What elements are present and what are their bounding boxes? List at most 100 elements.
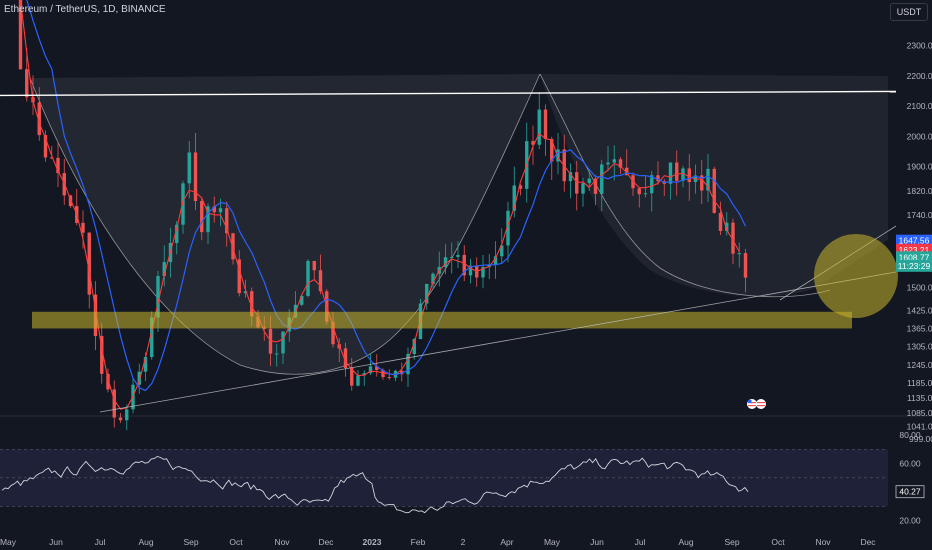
candle-body <box>356 375 360 386</box>
candle-body <box>281 331 285 354</box>
candle-body <box>350 367 354 386</box>
candle-body <box>225 208 229 234</box>
target-circle <box>814 234 898 318</box>
rsi-panel <box>0 449 888 514</box>
candle-body <box>156 276 160 318</box>
candle-body <box>106 373 110 390</box>
candle-body <box>731 222 735 254</box>
us-flag-icon-stripe <box>748 402 756 404</box>
candle-body <box>537 109 541 145</box>
ma-fast-line <box>19 0 740 410</box>
candle-body <box>243 291 248 294</box>
time-tick-label: May <box>0 537 17 547</box>
candle-body <box>37 102 41 136</box>
candle-body <box>125 409 129 421</box>
candle-body <box>200 200 204 233</box>
candle-body <box>593 178 598 194</box>
candle-body <box>312 260 316 271</box>
time-tick-label: Apr <box>500 537 513 547</box>
time-tick-label: Jun <box>49 537 63 547</box>
candle-body <box>143 357 148 372</box>
price-tick-label: 1500.00 <box>907 283 932 293</box>
rsi-tick-label: 80.00 <box>899 430 921 440</box>
candle-body <box>650 175 654 194</box>
chart-drawings-overlay <box>0 90 898 413</box>
candle-body <box>687 168 691 183</box>
us-flag-icon <box>756 399 766 409</box>
cup-region-right <box>22 74 888 297</box>
candle-body <box>675 162 679 181</box>
candle-body <box>56 157 60 174</box>
candle-body <box>606 162 610 165</box>
rsi-tick-label: 20.00 <box>899 516 921 526</box>
rsi-tick-label: 60.00 <box>899 459 921 469</box>
time-tick-label: 2 <box>461 537 466 547</box>
candle-body <box>550 139 554 162</box>
price-tick-label: 1820.00 <box>907 186 932 196</box>
rsi-value-label: 40.27 <box>899 487 921 497</box>
time-tick-label: Dec <box>860 537 876 547</box>
candle-body <box>112 389 116 418</box>
candle-body <box>162 262 166 277</box>
candle-body <box>387 377 391 379</box>
event-flags[interactable] <box>747 399 766 409</box>
candle-body <box>118 417 123 421</box>
support-zone <box>32 311 852 329</box>
candle-body <box>181 183 185 225</box>
price-tick-label: 999.00 <box>909 434 932 444</box>
candle-body <box>25 69 29 98</box>
candle-body <box>218 208 223 213</box>
candle-body <box>250 291 254 317</box>
price-tick-label: 2100.00 <box>907 101 932 111</box>
time-axis[interactable]: May Jun Jul Aug Sep Oct Nov Dec 2023 Feb 2 Apr May Ju… <box>0 537 876 547</box>
moving-averages <box>19 0 747 410</box>
time-tick-label: Jul <box>635 537 646 547</box>
price-tick-label: 2200.00 <box>907 71 932 81</box>
ma-slow-line <box>26 0 747 392</box>
candle-body <box>137 371 141 385</box>
price-tag <box>896 259 932 272</box>
time-tick-label: Nov <box>274 537 290 547</box>
price-tick-label: 2300.00 <box>907 41 932 51</box>
price-tick-label: 1245.00 <box>907 360 932 370</box>
symbol-title[interactable]: Ethereum / TetherUS, 1D, BINANCE <box>4 4 166 15</box>
candle-body <box>456 254 460 257</box>
candlestick-series <box>18 0 748 431</box>
candle-body <box>450 256 454 258</box>
rsi-line <box>1 456 749 514</box>
candle-body <box>581 183 585 194</box>
time-tick-label: Oct <box>771 537 785 547</box>
time-tick-label: Nov <box>815 537 831 547</box>
cup-curve-left <box>29 73 541 375</box>
candle-body <box>318 270 323 292</box>
rsi-value-tag <box>895 485 925 499</box>
price-tick-label: 1085.00 <box>907 408 932 418</box>
candle-body <box>625 167 629 176</box>
candle-body <box>518 185 523 189</box>
cup-region-left <box>30 74 540 375</box>
us-flag-icon-canton <box>748 400 752 403</box>
candle-body <box>712 168 716 213</box>
candle-body <box>543 109 548 140</box>
price-axis[interactable]: 2300.00 2200.00 2100.00 2000.00 1900.00 1820.… <box>907 41 932 445</box>
price-tick-label: 1305.00 <box>907 342 932 352</box>
candle-body <box>50 157 54 159</box>
candle-body <box>725 222 729 231</box>
candle-body <box>381 369 385 378</box>
candle-body <box>193 152 198 201</box>
candle-body <box>568 172 573 182</box>
candle-body <box>412 339 416 355</box>
candle-body <box>237 259 241 294</box>
candle-body <box>206 206 210 233</box>
candle-body <box>612 159 616 163</box>
time-tick-label: May <box>544 537 561 547</box>
currency-button[interactable]: USDT <box>890 3 928 21</box>
candle-body <box>556 149 560 162</box>
time-tick-label: Aug <box>678 537 693 547</box>
candle-body <box>187 152 191 184</box>
candle-body <box>43 135 48 158</box>
price-tick-label: 1900.00 <box>907 162 932 172</box>
